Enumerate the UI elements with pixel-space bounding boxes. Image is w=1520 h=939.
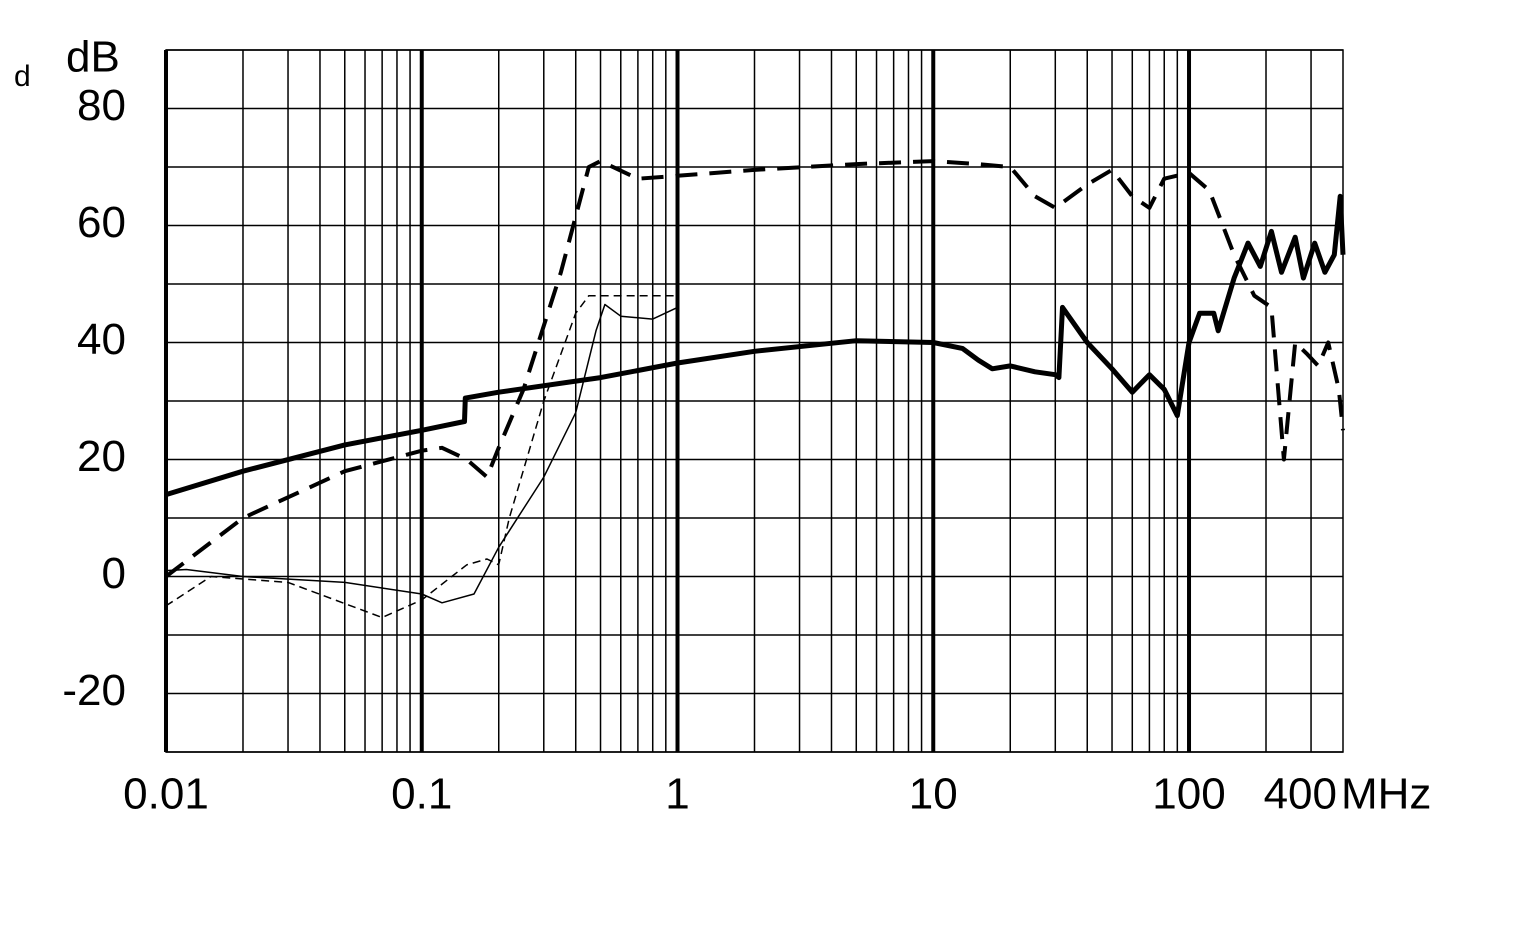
x-tick-label: 0.01 <box>123 770 209 819</box>
x-tick-label: 10 <box>909 770 958 819</box>
y-tick-label: 60 <box>77 198 126 247</box>
x-tick-label: 1 <box>665 770 689 819</box>
series-line <box>165 303 678 604</box>
y-tick-label: 20 <box>77 432 126 481</box>
x-tick-label: 100 <box>1152 770 1225 819</box>
x-axis-label: MHz <box>1341 770 1431 819</box>
x-tick-label: 0.1 <box>391 770 452 819</box>
y-tick-label: 0 <box>102 549 126 598</box>
y-tick-label: -20 <box>62 666 126 715</box>
series-line <box>164 159 1345 579</box>
x-tick-label: 400 <box>1264 770 1337 819</box>
y-tick-label: 40 <box>77 315 126 364</box>
y-axis-label: dB <box>66 33 120 82</box>
series-line <box>165 294 678 619</box>
corner-label: d <box>14 60 31 93</box>
y-tick-label: 80 <box>77 81 126 130</box>
